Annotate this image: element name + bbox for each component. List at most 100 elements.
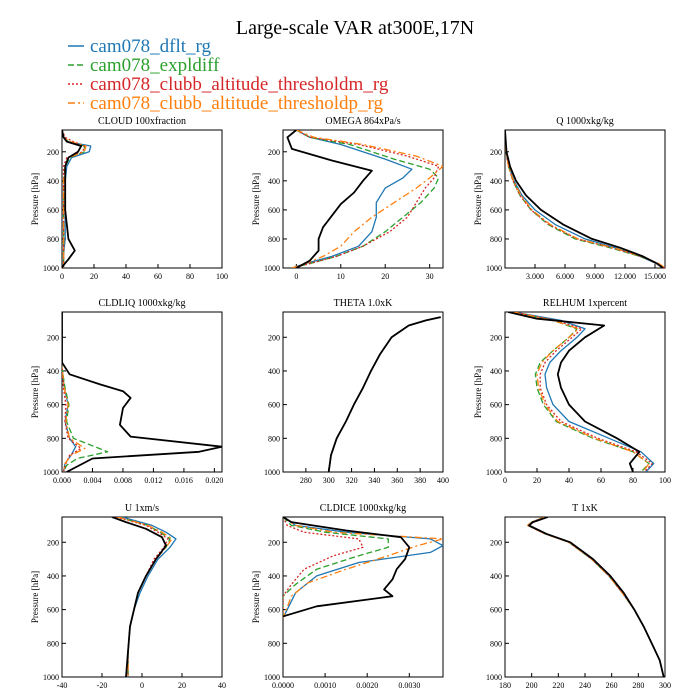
x-tick-label: 0.012: [144, 476, 162, 485]
axes-frame: [61, 311, 223, 473]
x-tick-label: 40: [218, 681, 226, 690]
series-line-cam078_dflt_rg: [328, 316, 441, 472]
series-line-cam078_expldiff: [527, 517, 665, 677]
x-tick-label: 320: [346, 476, 358, 485]
series-line-cam078_clubb_altitude_thresholdm_rg: [62, 130, 86, 268]
y-tick-label: 600: [47, 606, 59, 615]
panel-title: CLDLIQ 1000xkg/kg: [99, 298, 186, 309]
y-axis-label: Pressure [hPa]: [473, 173, 483, 225]
y-tick-label: 400: [47, 572, 59, 581]
y-tick-label: 600: [490, 206, 502, 215]
y-tick-label: 800: [490, 639, 502, 648]
x-tick-label: 12.000: [614, 272, 636, 281]
series-line-obs: [528, 517, 665, 677]
series-layer: [505, 130, 665, 268]
series-line-obs: [286, 130, 373, 268]
series-line-cam078_clubb_altitude_thresholdp_rg: [291, 130, 443, 268]
x-tick-label: 280: [300, 476, 312, 485]
x-tick-label: 20: [178, 681, 186, 690]
y-tick-label: 400: [268, 177, 280, 186]
y-tick-label: 1000: [264, 468, 280, 477]
x-tick-label: 0.016: [175, 476, 193, 485]
legend-label: cam078_dflt_rg: [90, 36, 212, 57]
figure-title: Large-scale VAR at300E,17N: [236, 17, 474, 39]
series-line-cam078_clubb_altitude_thresholdm_rg: [115, 517, 169, 677]
y-tick-label: 1000: [43, 673, 59, 682]
x-tick-label: 15.000: [644, 272, 666, 281]
panel-8: T 1xK 180 200 220 240 260 280 300 200 400 600 800 10…: [486, 503, 671, 690]
x-tick-label: 0.0010: [314, 681, 336, 690]
x-tick-label: 220: [552, 681, 564, 690]
y-tick-label: 1000: [43, 468, 59, 477]
x-tick-label: 40: [122, 272, 130, 281]
x-tick-label: 180: [499, 681, 511, 690]
x-tick-label: 0: [140, 681, 144, 690]
series-line-cam078_clubb_altitude_thresholdm_rg: [505, 130, 665, 268]
x-tick-label: 0.0030: [398, 681, 420, 690]
axes-frame: [504, 311, 666, 473]
y-tick-label: 600: [490, 401, 502, 410]
y-tick-label: 200: [490, 538, 502, 547]
series-line-obs: [62, 312, 222, 472]
x-tick-label: 0: [503, 476, 507, 485]
y-tick-label: 1000: [486, 264, 502, 273]
x-tick-label: -40: [57, 681, 68, 690]
y-tick-label: 800: [268, 434, 280, 443]
y-axis-label: Pressure [hPa]: [30, 571, 40, 623]
panel-4: THETA 1.0xK 280 300 320 340 360 380 400 200 400 60…: [264, 298, 449, 485]
x-tick-label: 20: [90, 272, 98, 281]
series-line-cam078_clubb_altitude_thresholdm_rg: [328, 316, 441, 472]
y-tick-label: 800: [490, 235, 502, 244]
x-tick-label: 9.000: [586, 272, 604, 281]
x-tick-label: 240: [579, 681, 591, 690]
panel-5: RELHUM 1xpercent 0 20 40 60 80 100 200 400 600 800…: [473, 298, 671, 485]
x-tick-label: 20: [381, 272, 389, 281]
panel-7: CLDICE 1000xkg/kg 0.0000 0.0010 0.0020 0.003…: [251, 503, 444, 690]
series-layer: [111, 517, 177, 677]
x-tick-label: 0.020: [205, 476, 223, 485]
y-axis-label: Pressure [hPa]: [30, 366, 40, 418]
legend: cam078_dflt_rgcam078_expldiffcam078_club…: [68, 36, 389, 114]
y-tick-label: 600: [47, 401, 59, 410]
axes-frame: [61, 516, 223, 678]
y-tick-label: 200: [268, 148, 280, 157]
panel-6: U 1xm/s -40 -20 0 20 40 200 400 600 800 1000 Pressu…: [30, 503, 226, 690]
y-tick-label: 800: [490, 434, 502, 443]
x-tick-label: -20: [97, 681, 108, 690]
panel-title: CLDICE 1000xkg/kg: [320, 503, 406, 514]
x-tick-label: 100: [659, 476, 671, 485]
panel-title: CLOUD 100xfraction: [98, 116, 186, 127]
legend-label: cam078_expldiff: [90, 55, 220, 76]
panel-title: RELHUM 1xpercent: [543, 298, 627, 309]
x-tick-label: 30: [426, 272, 434, 281]
y-tick-label: 800: [268, 639, 280, 648]
x-tick-label: 300: [659, 681, 671, 690]
x-tick-label: 100: [216, 272, 228, 281]
y-tick-label: 400: [47, 177, 59, 186]
x-tick-label: 0.004: [83, 476, 101, 485]
series-layer: [62, 130, 92, 268]
y-tick-label: 400: [490, 367, 502, 376]
x-tick-label: 0: [294, 272, 298, 281]
series-line-cam078_clubb_altitude_thresholdp_rg: [62, 130, 87, 268]
y-tick-label: 200: [47, 333, 59, 342]
panel-title: OMEGA 864xPa/s: [325, 116, 400, 127]
panel-title: U 1xm/s: [125, 503, 159, 514]
y-axis-label: Pressure [hPa]: [30, 173, 40, 225]
y-tick-label: 400: [490, 177, 502, 186]
y-tick-label: 200: [47, 538, 59, 547]
panel-title: Q 1000xkg/kg: [556, 116, 614, 127]
y-tick-label: 800: [47, 639, 59, 648]
series-line-obs: [283, 517, 411, 618]
series-layer: [283, 517, 443, 619]
x-tick-label: 20: [533, 476, 541, 485]
y-tick-label: 200: [268, 538, 280, 547]
series-line-cam078_clubb_altitude_thresholdm_rg: [291, 130, 440, 268]
y-tick-label: 800: [47, 235, 59, 244]
x-tick-label: 60: [154, 272, 162, 281]
axes-frame: [504, 516, 666, 678]
y-tick-label: 600: [268, 401, 280, 410]
x-tick-label: 0.0020: [356, 681, 378, 690]
